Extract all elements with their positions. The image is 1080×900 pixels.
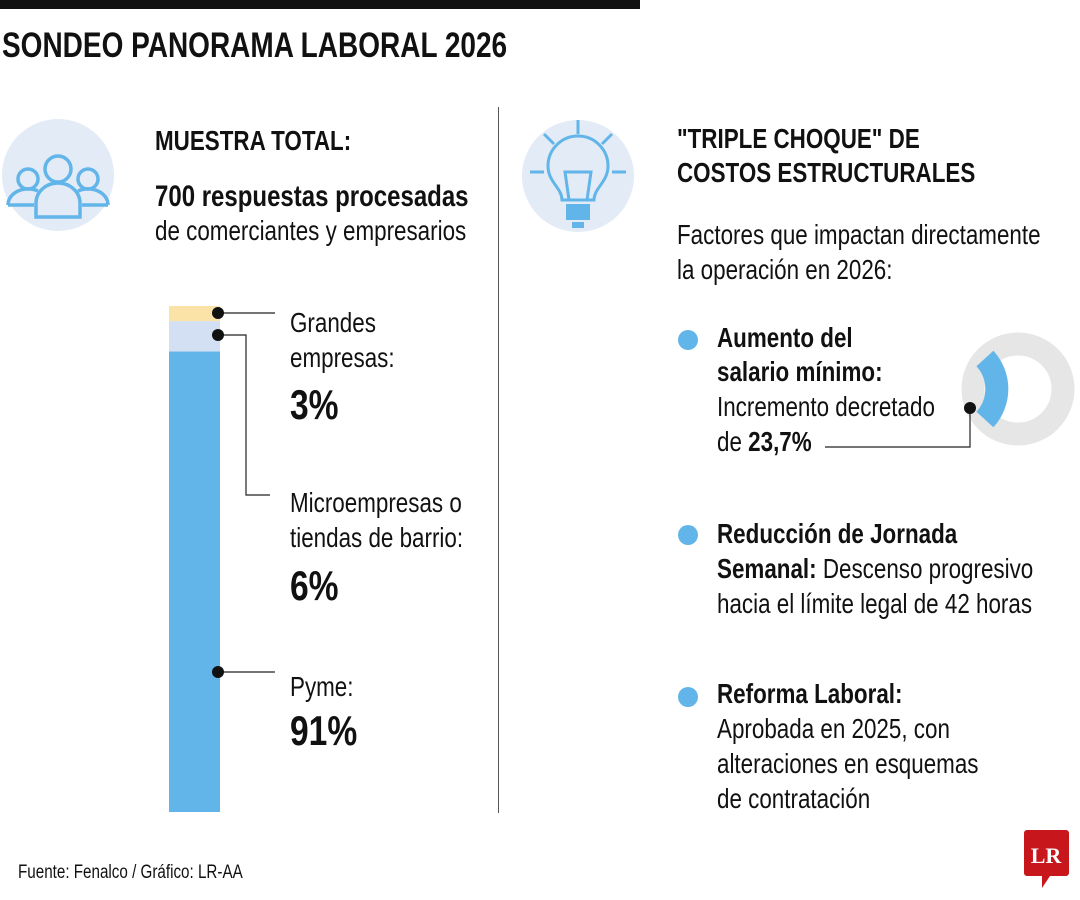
title-text: SONDEO PANORAMA LABORAL 2026 bbox=[2, 26, 508, 65]
svg-text:LR: LR bbox=[1031, 843, 1063, 868]
factor-reforma: Reforma Laboral: Aprobada en 2025, con a… bbox=[717, 678, 979, 814]
value-pyme: 91% bbox=[290, 707, 358, 754]
bullet-icon bbox=[678, 687, 698, 707]
source-note: Fuente: Fenalco / Gráfico: LR-AA bbox=[18, 862, 243, 883]
bullet-icon bbox=[678, 525, 698, 545]
factors-intro: Factores que impactan directamente la ope… bbox=[677, 219, 1041, 285]
leader-line-micro bbox=[218, 334, 270, 496]
label-pyme: Pyme: bbox=[290, 671, 354, 702]
marker-dot bbox=[212, 666, 224, 678]
bar-segment-micro bbox=[169, 321, 220, 352]
people-group-icon bbox=[2, 119, 114, 231]
factors-heading: "TRIPLE CHOQUE" DE COSTOS ESTRUCTURALES bbox=[677, 123, 976, 188]
factor-jornada: Reducción de Jornada Semanal: Descenso p… bbox=[717, 518, 1034, 619]
donut-chart bbox=[825, 332, 1075, 448]
leader-line-salary bbox=[825, 408, 971, 448]
sample-count: 700 respuestas procesadas bbox=[155, 180, 469, 213]
marker-dot bbox=[212, 307, 224, 319]
label-micro: Microempresas o tiendas de barrio: bbox=[290, 487, 464, 553]
marker-dot bbox=[964, 402, 976, 414]
bar-segment-grandes bbox=[169, 306, 220, 322]
page-title: SONDEO PANORAMA LABORAL 2026 bbox=[2, 26, 633, 66]
sample-heading: MUESTRA TOTAL: bbox=[155, 125, 352, 156]
donut-increment-slice bbox=[976, 350, 1009, 428]
bar-segment-pyme bbox=[169, 351, 220, 812]
lightbulb-icon bbox=[522, 120, 634, 232]
label-grandes: Grandes empresas: bbox=[290, 307, 395, 373]
donut-rest bbox=[961, 332, 1075, 446]
bullet-icon bbox=[678, 330, 698, 350]
sample-description: de comerciantes y empresarios bbox=[155, 215, 467, 246]
lr-logo: LR bbox=[1024, 830, 1069, 888]
top-bar bbox=[0, 0, 640, 9]
value-micro: 6% bbox=[290, 562, 339, 609]
value-grandes: 3% bbox=[290, 381, 339, 428]
marker-dot bbox=[212, 329, 224, 341]
factor-salary: Aumento del salario mínimo: Incremento d… bbox=[717, 322, 935, 457]
stacked-bar-chart bbox=[169, 306, 275, 812]
divider bbox=[498, 107, 499, 813]
